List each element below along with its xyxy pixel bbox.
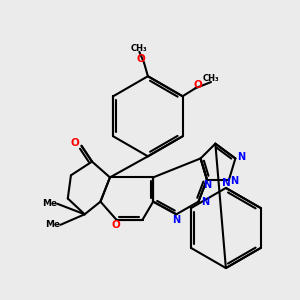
Text: O: O [194, 80, 202, 89]
Text: O: O [112, 220, 121, 230]
Text: Me: Me [45, 220, 60, 229]
Text: CH₃: CH₃ [131, 44, 148, 52]
Text: O: O [71, 138, 80, 148]
Text: N: N [203, 180, 211, 190]
Text: N: N [230, 176, 238, 186]
Text: O: O [136, 54, 145, 64]
Text: N: N [221, 178, 230, 188]
Text: N: N [172, 215, 180, 225]
Text: CH₃: CH₃ [203, 74, 219, 83]
Text: N: N [201, 196, 209, 207]
Text: Me: Me [42, 199, 57, 208]
Text: N: N [237, 152, 245, 162]
